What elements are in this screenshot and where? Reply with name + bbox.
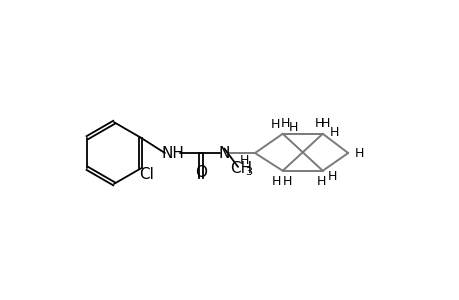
Text: O: O <box>195 165 207 180</box>
Text: H: H <box>280 116 290 130</box>
Text: H: H <box>239 154 248 167</box>
Text: H: H <box>271 175 280 188</box>
Text: H: H <box>354 146 364 160</box>
Text: NH: NH <box>161 146 184 160</box>
Text: H: H <box>270 118 279 131</box>
Text: H: H <box>320 117 330 130</box>
Text: H: H <box>329 126 338 139</box>
Text: H: H <box>327 170 336 183</box>
Text: H: H <box>282 175 291 188</box>
Text: Cl: Cl <box>139 167 154 182</box>
Text: N: N <box>218 146 230 160</box>
Text: H: H <box>288 121 297 134</box>
Text: 3: 3 <box>245 167 252 176</box>
Text: H: H <box>314 116 324 130</box>
Text: H: H <box>316 175 325 188</box>
Text: CH: CH <box>230 161 252 176</box>
